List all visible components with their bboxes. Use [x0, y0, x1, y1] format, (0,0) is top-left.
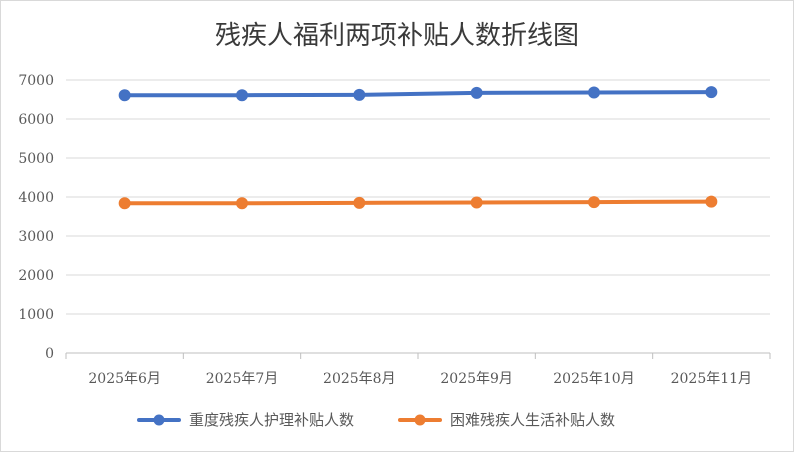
legend-marker — [153, 414, 165, 426]
data-point — [236, 89, 248, 102]
x-axis-ticks: 2025年6月 2025年7月 2025年8月 2025年9月 2025年10月 2025… — [88, 371, 752, 387]
series-line — [122, 90, 714, 98]
data-point — [705, 86, 718, 99]
data-point — [588, 86, 600, 99]
series-2 — [118, 195, 718, 210]
axes — [65, 352, 771, 359]
legend-item-1: 重度残疾人护理补贴人数 — [137, 411, 354, 429]
gridlines — [66, 79, 770, 315]
y-tick-label: 2000 — [18, 268, 54, 284]
data-point — [470, 196, 483, 209]
data-point — [118, 197, 131, 210]
legend-label: 困难残疾人生活补贴人数 — [450, 411, 615, 429]
y-tick-label: 7000 — [18, 73, 54, 89]
y-tick-label: 1000 — [18, 307, 54, 323]
legend-item-2: 困难残疾人生活补贴人数 — [398, 411, 615, 429]
legend: 重度残疾人护理补贴人数 困难残疾人生活补贴人数 — [137, 411, 615, 429]
series-1 — [118, 86, 718, 102]
y-tick-label: 6000 — [18, 112, 54, 128]
y-tick-label: 4000 — [18, 190, 54, 206]
y-tick-label: 5000 — [18, 151, 54, 167]
chart-title: 残疾人福利两项补贴人数折线图 — [215, 21, 579, 51]
data-point — [353, 88, 366, 101]
data-point — [588, 196, 600, 209]
x-tick-label: 2025年7月 — [206, 371, 279, 387]
data-point — [705, 195, 718, 208]
data-point — [353, 196, 366, 209]
data-point — [118, 89, 131, 102]
data-point — [236, 197, 248, 210]
y-axis-ticks: 0 1000 2000 3000 4000 5000 6000 7000 — [18, 73, 54, 362]
series-group — [118, 86, 718, 210]
y-tick-label: 0 — [45, 346, 54, 362]
data-point — [470, 86, 483, 99]
x-tick-label: 2025年9月 — [440, 371, 513, 387]
x-tick-label: 2025年10月 — [553, 371, 634, 387]
x-tick-label: 2025年8月 — [323, 371, 396, 387]
legend-label: 重度残疾人护理补贴人数 — [189, 411, 354, 429]
legend-marker — [414, 414, 426, 426]
x-tick-label: 2025年11月 — [671, 371, 752, 387]
x-tick-label: 2025年6月 — [88, 371, 161, 387]
y-tick-label: 3000 — [18, 229, 54, 245]
series-line — [122, 199, 714, 206]
